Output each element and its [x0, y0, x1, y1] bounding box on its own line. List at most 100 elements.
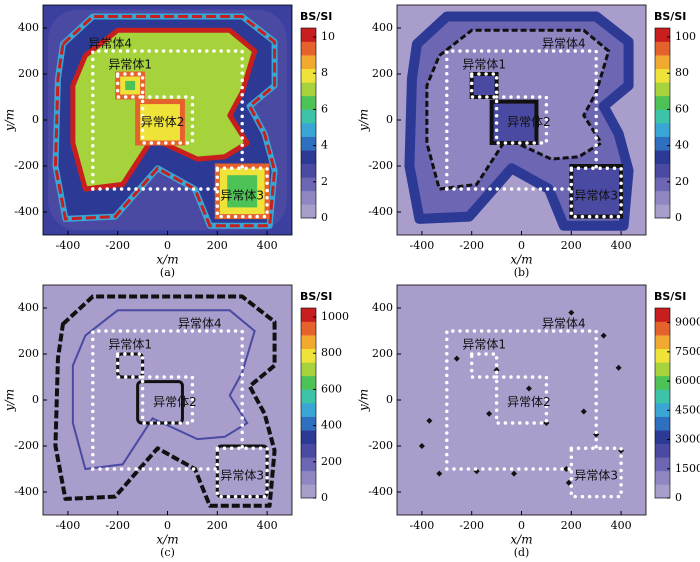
y-axis-label: y/m	[3, 109, 17, 132]
colorbar-band	[301, 69, 316, 83]
annotation: 异常体3	[220, 188, 264, 202]
y-tick-label: 0	[386, 113, 393, 126]
colorbar-band	[655, 484, 670, 498]
x-tick-label: 400	[257, 239, 278, 252]
colorbar-band	[655, 471, 670, 485]
colorbar-band	[655, 28, 670, 42]
annotation: 异常体2	[153, 395, 197, 409]
colorbar-tick-label: 400	[321, 419, 342, 432]
colorbar-label: BS/SI	[654, 290, 686, 303]
x-axis-label: x/m	[510, 253, 532, 267]
x-axis-label: x/m	[156, 253, 178, 267]
y-tick-label: 200	[18, 67, 39, 80]
colorbar-band	[655, 42, 670, 56]
colorbar-band	[301, 471, 316, 485]
colorbar-tick-label: 3000	[675, 433, 700, 446]
annotation: 异常体2	[507, 395, 551, 409]
colorbar-band	[655, 376, 670, 390]
x-tick-label: 0	[518, 239, 525, 252]
colorbar-tick-label: 8	[321, 66, 328, 79]
y-axis-label: y/m	[3, 389, 17, 412]
colorbar-tick-label: 20	[675, 175, 689, 188]
x-tick-label: 0	[164, 519, 171, 532]
colorbar-band	[655, 69, 670, 83]
annotation: 异常体4	[542, 37, 586, 51]
colorbar-tick-label: 4500	[675, 403, 700, 416]
y-tick-label: 400	[372, 21, 393, 34]
colorbar-band	[655, 164, 670, 178]
colorbar-tick-label: 0	[321, 491, 328, 504]
x-tick-label: 0	[518, 519, 525, 532]
colorbar-band	[655, 308, 670, 322]
colorbar-band	[655, 444, 670, 458]
colorbar-band	[655, 55, 670, 69]
colorbar-band	[301, 109, 316, 123]
x-tick-label: 400	[611, 239, 632, 252]
colorbar-tick-label: 4	[321, 139, 328, 152]
y-tick-label: 200	[18, 347, 39, 360]
colorbar-band	[655, 96, 670, 110]
annotation: 异常体2	[141, 115, 185, 129]
colorbar-band	[301, 123, 316, 137]
colorbar-band	[655, 349, 670, 363]
x-tick-label: 200	[207, 239, 228, 252]
colorbar-band	[301, 28, 316, 42]
colorbar-band	[301, 430, 316, 444]
x-axis-label: x/m	[156, 533, 178, 547]
colorbar-tick-label: 2	[321, 175, 328, 188]
colorbar-band	[301, 204, 316, 218]
x-tick-label: 200	[207, 519, 228, 532]
y-tick-label: -400	[368, 485, 393, 498]
x-axis-label: x/m	[510, 533, 532, 547]
colorbar-band	[655, 109, 670, 123]
annotation: 异常体4	[178, 317, 222, 331]
colorbar-tick-label: 40	[675, 139, 689, 152]
x-tick-label: -200	[105, 519, 130, 532]
colorbar-tick-label: 10	[321, 30, 335, 43]
x-tick-label: 0	[164, 239, 171, 252]
x-tick-label: 200	[561, 239, 582, 252]
y-tick-label: -200	[368, 159, 393, 172]
colorbar-band	[301, 335, 316, 349]
colorbar-band	[301, 137, 316, 151]
y-tick-label: 400	[372, 301, 393, 314]
colorbar-band	[301, 308, 316, 322]
x-tick-label: -400	[410, 239, 435, 252]
colorbar-tick-label: 80	[675, 66, 689, 79]
colorbar-band	[655, 123, 670, 137]
x-tick-label: -200	[105, 239, 130, 252]
colorbar-band	[655, 82, 670, 96]
y-axis-label: y/m	[357, 389, 371, 412]
colorbar-band	[655, 335, 670, 349]
colorbar-tick-label: 60	[675, 102, 689, 115]
colorbar-band	[655, 150, 670, 164]
y-tick-label: 400	[18, 21, 39, 34]
colorbar-band	[301, 177, 316, 191]
colorbar-tick-label: 1500	[675, 462, 700, 475]
colorbar-label: BS/SI	[300, 10, 332, 23]
colorbar-band	[655, 430, 670, 444]
colorbar-tick-label: 0	[675, 491, 682, 504]
x-tick-label: -400	[56, 519, 81, 532]
annotation: 异常体3	[220, 468, 264, 482]
colorbar-band	[301, 389, 316, 403]
annotation: 异常体4	[542, 317, 586, 331]
colorbar-band	[655, 417, 670, 431]
colorbar-band	[301, 403, 316, 417]
annotation: 异常体1	[108, 57, 152, 71]
x-tick-label: 400	[257, 519, 278, 532]
y-tick-label: 0	[32, 393, 39, 406]
annotation: 异常体4	[88, 37, 132, 51]
caption: (b)	[514, 266, 530, 279]
colorbar-band	[301, 191, 316, 205]
colorbar-tick-label: 100	[675, 30, 696, 43]
y-tick-label: -200	[14, 159, 39, 172]
body-zone	[472, 74, 497, 97]
colorbar-tick-label: 7500	[675, 345, 700, 358]
colorbar-band	[301, 82, 316, 96]
y-tick-label: -400	[14, 485, 39, 498]
caption: (a)	[160, 266, 175, 279]
colorbar-band	[655, 191, 670, 205]
